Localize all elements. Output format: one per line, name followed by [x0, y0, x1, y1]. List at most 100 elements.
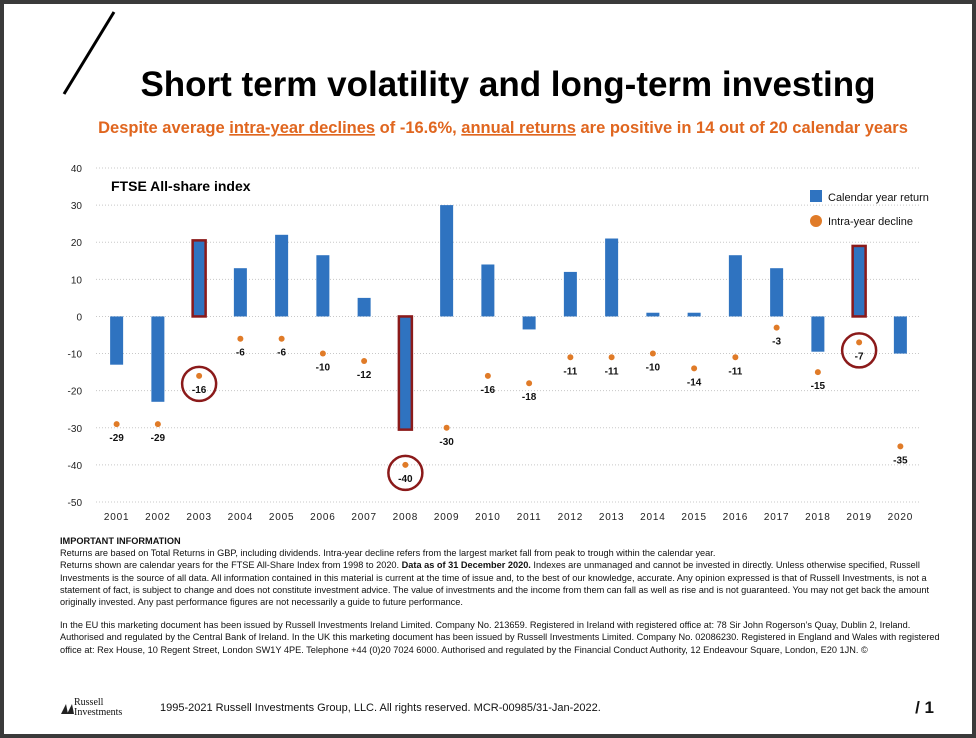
data-label: -11	[563, 366, 577, 377]
data-label: -7	[855, 351, 864, 362]
bar	[563, 271, 577, 317]
data-label: -11	[728, 366, 742, 377]
chart-title: FTSE All-share index	[111, 178, 251, 194]
point	[649, 350, 656, 357]
point	[484, 372, 491, 379]
bar	[893, 316, 907, 354]
legend-swatch	[810, 215, 822, 227]
x-tick-label: 2004	[228, 512, 253, 523]
bar	[275, 234, 289, 317]
x-tick-label: 2006	[310, 512, 335, 523]
point	[443, 424, 450, 431]
point	[113, 421, 120, 428]
point	[154, 421, 161, 428]
data-label: -12	[357, 370, 372, 381]
subtitle: Despite average intra-year declines of -…	[98, 119, 908, 137]
y-tick-label: -20	[68, 387, 83, 398]
title: Short term volatility and long-term inve…	[140, 65, 875, 104]
y-tick-label: -10	[68, 350, 83, 361]
chart: Short term volatility and long-term inve…	[62, 11, 929, 523]
subtitle-part: Despite average	[98, 119, 229, 137]
bar	[191, 239, 207, 318]
x-tick-label: 2010	[475, 512, 500, 523]
notes-line: Returns are based on Total Returns in GB…	[60, 547, 940, 559]
bar	[728, 255, 742, 317]
data-label: -11	[605, 366, 619, 377]
bar	[151, 316, 165, 402]
highlight-circle	[180, 365, 218, 403]
notes-heading: IMPORTANT INFORMATION	[60, 536, 181, 546]
point	[814, 369, 821, 376]
notes-text: Returns shown are calendar years for the…	[60, 560, 402, 571]
y-tick-label: -30	[68, 424, 83, 435]
notes: IMPORTANT INFORMATION Returns are based …	[60, 535, 940, 656]
point	[319, 350, 326, 357]
x-tick-label: 2017	[764, 512, 789, 523]
legend-label: Calendar year return	[828, 192, 929, 204]
subtitle-part: of -16.6%,	[375, 119, 461, 137]
y-tick-label: 40	[71, 164, 83, 175]
point	[526, 380, 533, 387]
x-tick-label: 2014	[640, 512, 665, 523]
data-label: -16	[192, 385, 207, 396]
y-tick-label: 30	[71, 201, 83, 212]
data-label: -14	[687, 377, 702, 388]
point	[402, 461, 409, 468]
data-label: -3	[772, 337, 781, 348]
subtitle-part: intra-year declines	[229, 119, 375, 137]
point	[897, 443, 904, 450]
point	[732, 354, 739, 361]
logo-text: Investments	[74, 707, 122, 718]
subtitle-part: annual returns	[461, 119, 576, 137]
x-tick-label: 2009	[434, 512, 459, 523]
point	[567, 354, 574, 361]
bar	[357, 297, 371, 317]
bar	[770, 268, 784, 317]
decor-slash	[62, 11, 116, 95]
data-label: -29	[109, 433, 124, 444]
y-tick-label: 0	[76, 312, 82, 323]
data-label: -15	[811, 381, 826, 392]
x-tick-label: 2001	[104, 512, 129, 523]
bar	[233, 268, 247, 317]
notes-text: Indexes are unmanaged and cannot be inve…	[60, 560, 930, 608]
footer: Russell Investments 1995-2021 Russell In…	[61, 697, 934, 718]
point	[608, 354, 615, 361]
highlight-circle	[840, 332, 878, 369]
bar	[646, 312, 660, 317]
page-number: / 1	[915, 698, 934, 717]
bar	[811, 316, 825, 352]
logo-mark	[61, 704, 74, 714]
y-tick-label: -40	[68, 461, 83, 472]
y-tick-label: 20	[71, 238, 83, 249]
bar	[687, 312, 701, 317]
x-tick-label: 2008	[393, 512, 418, 523]
copyright: 1995-2021 Russell Investments Group, LLC…	[160, 702, 601, 714]
point	[773, 324, 780, 331]
data-label: -35	[893, 455, 908, 466]
data-label: -10	[646, 363, 661, 374]
point	[691, 365, 698, 372]
bar	[522, 316, 536, 330]
slide: Short term volatility and long-term inve…	[4, 4, 972, 734]
x-tick-label: 2005	[269, 512, 294, 523]
y-tick-label: 10	[71, 275, 83, 286]
data-label: -6	[277, 348, 286, 359]
notes-text: Data as of 31 December 2020.	[401, 560, 531, 571]
x-tick-label: 2015	[681, 512, 706, 523]
bar	[605, 238, 619, 317]
data-label: -30	[439, 437, 454, 448]
x-tick-label: 2012	[558, 512, 583, 523]
bar	[397, 315, 414, 431]
point	[237, 335, 244, 342]
bar	[851, 244, 867, 318]
notes-line: Returns shown are calendar years for the…	[60, 559, 940, 608]
data-label: -6	[236, 348, 245, 359]
data-label: -18	[522, 392, 537, 403]
bar	[110, 316, 124, 365]
y-tick-label: -50	[68, 498, 83, 509]
bar	[440, 205, 454, 317]
legend-swatch	[810, 190, 822, 202]
x-tick-label: 2013	[599, 512, 624, 523]
